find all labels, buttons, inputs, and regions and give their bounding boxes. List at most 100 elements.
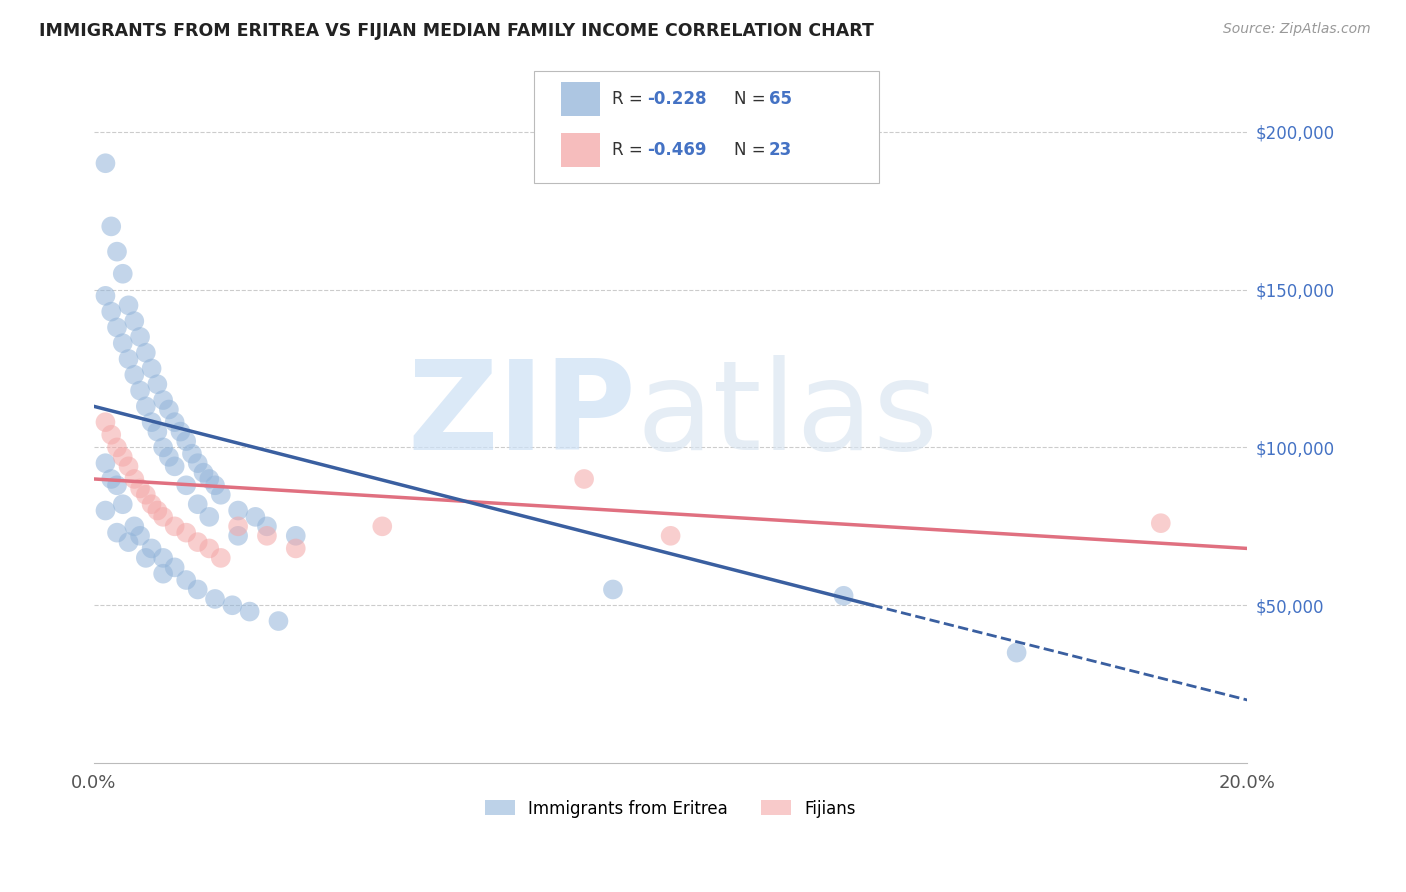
Point: [129, 384, 152, 398]
Point: [141, 415, 163, 429]
Point: [209, 488, 232, 502]
Point: [256, 519, 278, 533]
Point: [187, 456, 209, 470]
Point: [163, 560, 186, 574]
Point: [124, 519, 146, 533]
Point: [124, 314, 146, 328]
Point: [187, 497, 209, 511]
Point: [572, 472, 595, 486]
Point: [135, 550, 157, 565]
Text: 23: 23: [769, 141, 793, 159]
Point: [169, 425, 191, 439]
Point: [157, 402, 180, 417]
Point: [105, 244, 128, 259]
Point: [174, 434, 197, 448]
Point: [832, 589, 855, 603]
Point: [94, 503, 117, 517]
Point: [602, 582, 624, 597]
Point: [105, 441, 128, 455]
Point: [239, 605, 262, 619]
Point: [659, 529, 682, 543]
Text: R =: R =: [612, 141, 648, 159]
Point: [256, 529, 278, 543]
Point: [146, 425, 169, 439]
Point: [141, 361, 163, 376]
Point: [105, 525, 128, 540]
Point: [146, 503, 169, 517]
Point: [163, 519, 186, 533]
Point: [174, 478, 197, 492]
Point: [163, 415, 186, 429]
Point: [152, 392, 174, 407]
Text: ZIP: ZIP: [408, 355, 636, 476]
Text: Source: ZipAtlas.com: Source: ZipAtlas.com: [1223, 22, 1371, 37]
Point: [245, 509, 267, 524]
Point: [174, 525, 197, 540]
Point: [141, 541, 163, 556]
Point: [117, 298, 139, 312]
Y-axis label: Median Family Income: Median Family Income: [0, 323, 8, 508]
Point: [193, 466, 215, 480]
Point: [152, 550, 174, 565]
Point: [129, 529, 152, 543]
Point: [135, 345, 157, 359]
Text: 65: 65: [769, 89, 792, 108]
Point: [100, 427, 122, 442]
Point: [1005, 646, 1028, 660]
Point: [221, 599, 243, 613]
Point: [117, 535, 139, 549]
Point: [226, 503, 249, 517]
Point: [163, 459, 186, 474]
Point: [141, 497, 163, 511]
Point: [174, 573, 197, 587]
Point: [135, 400, 157, 414]
Point: [198, 541, 221, 556]
Point: [1150, 516, 1173, 531]
Point: [135, 488, 157, 502]
Point: [146, 377, 169, 392]
Point: [117, 459, 139, 474]
Point: [204, 478, 226, 492]
Point: [94, 456, 117, 470]
Point: [152, 441, 174, 455]
Point: [371, 519, 394, 533]
Point: [152, 509, 174, 524]
Point: [111, 267, 134, 281]
Point: [100, 472, 122, 486]
Legend: Immigrants from Eritrea, Fijians: Immigrants from Eritrea, Fijians: [478, 793, 863, 824]
Text: IMMIGRANTS FROM ERITREA VS FIJIAN MEDIAN FAMILY INCOME CORRELATION CHART: IMMIGRANTS FROM ERITREA VS FIJIAN MEDIAN…: [39, 22, 875, 40]
Point: [100, 304, 122, 318]
Point: [124, 472, 146, 486]
Text: -0.228: -0.228: [647, 89, 706, 108]
Text: atlas: atlas: [636, 355, 938, 476]
Text: -0.469: -0.469: [647, 141, 706, 159]
Point: [152, 566, 174, 581]
Point: [94, 415, 117, 429]
Point: [181, 447, 204, 461]
Point: [204, 591, 226, 606]
Point: [226, 519, 249, 533]
Point: [111, 450, 134, 464]
Point: [94, 156, 117, 170]
Point: [226, 529, 249, 543]
Point: [209, 550, 232, 565]
Text: R =: R =: [612, 89, 648, 108]
Point: [124, 368, 146, 382]
Text: N =: N =: [734, 141, 770, 159]
Point: [187, 582, 209, 597]
Point: [187, 535, 209, 549]
Point: [111, 497, 134, 511]
Point: [198, 472, 221, 486]
Point: [129, 482, 152, 496]
Point: [117, 351, 139, 366]
Point: [157, 450, 180, 464]
Point: [129, 330, 152, 344]
Point: [94, 289, 117, 303]
Point: [284, 541, 307, 556]
Point: [105, 320, 128, 334]
Point: [267, 614, 290, 628]
Point: [284, 529, 307, 543]
Point: [198, 509, 221, 524]
Text: N =: N =: [734, 89, 770, 108]
Point: [100, 219, 122, 234]
